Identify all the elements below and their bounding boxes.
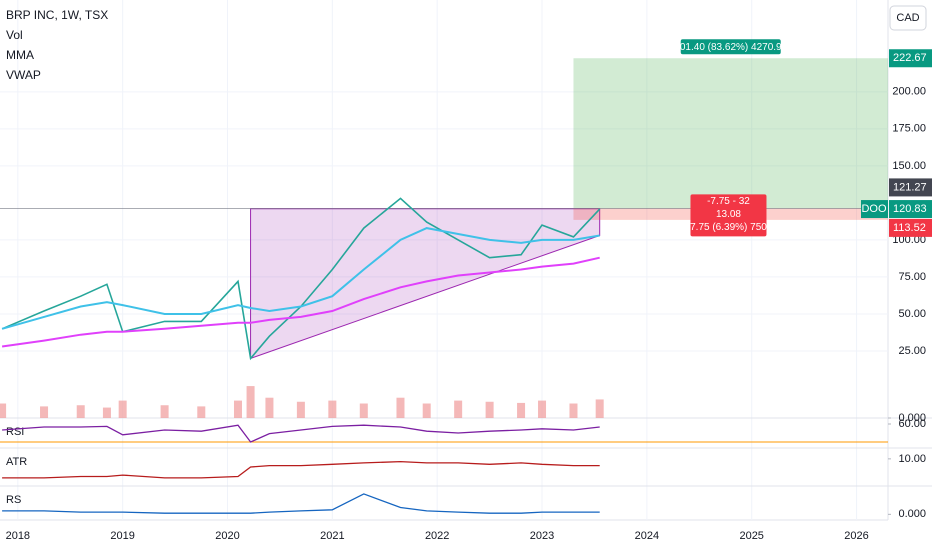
volume-bar <box>265 397 274 418</box>
symbol: DOO <box>861 203 887 215</box>
volume-bar <box>160 405 169 418</box>
y-tick-label: 0.000 <box>898 412 926 424</box>
x-tick-label: 2025 <box>739 530 763 542</box>
x-tick-label: 2023 <box>530 530 554 542</box>
volume-bar <box>102 407 111 418</box>
y-tick-label: 25.00 <box>898 345 926 357</box>
x-tick-label: 2021 <box>320 530 344 542</box>
y-tick-label: 150.00 <box>892 160 926 172</box>
volume-bar <box>569 403 578 418</box>
triangle-pattern <box>250 208 601 360</box>
price-badge-label: 121.27 <box>893 181 927 193</box>
price-badge-label: 222.67 <box>893 52 927 64</box>
target-zone <box>573 58 888 209</box>
y-tick-label: 200.00 <box>892 86 926 98</box>
volume-bar <box>0 403 7 418</box>
line <box>2 424 600 443</box>
volume-bar <box>76 405 85 418</box>
volume-bar <box>538 400 547 418</box>
y-tick-label: 0.000 <box>898 508 926 520</box>
y-tick-label: 75.00 <box>898 271 926 283</box>
indicator: VWAP <box>6 68 41 82</box>
price-badge-label: 113.52 <box>893 222 926 234</box>
target-badge <box>680 39 781 55</box>
price-badge <box>889 178 932 197</box>
volume-bar <box>197 406 206 418</box>
volume-bar <box>233 400 242 418</box>
pane-title: ATR <box>6 456 27 468</box>
price-badge-label: 120.83 <box>893 203 927 215</box>
volume-bar <box>246 386 255 418</box>
volume-bar <box>328 400 337 418</box>
volume-bar <box>118 400 127 418</box>
line <box>1 256 600 348</box>
volume-bar <box>485 401 494 418</box>
y-tick-label: 60.00 <box>898 418 926 430</box>
line <box>2 493 600 514</box>
indicator: Vol <box>6 28 23 42</box>
price-scale <box>888 0 932 550</box>
indicator: MMA <box>6 48 34 62</box>
pane-title: RSI <box>6 426 24 438</box>
x-tick-label: 2019 <box>110 530 134 542</box>
price-badge <box>889 218 932 237</box>
pane-title: RS <box>6 494 21 506</box>
y-tick-label: 10.00 <box>898 453 926 465</box>
currency-button[interactable] <box>889 5 927 31</box>
line <box>2 460 600 479</box>
volume-bar <box>517 402 526 418</box>
chart-title: BRP INC, 1W, TSX <box>6 8 108 22</box>
x-tick-label: 2026 <box>844 530 868 542</box>
x-tick-label: 2024 <box>635 530 659 542</box>
stop-badge <box>690 194 767 237</box>
x-tick-label: 2018 <box>6 530 30 542</box>
volume-bar <box>40 406 49 418</box>
x-tick-label: 2020 <box>215 530 239 542</box>
stop-label: -7.75 - 32 <box>707 196 750 207</box>
volume-bar <box>396 397 405 418</box>
price-badge <box>889 200 932 219</box>
currency[interactable]: CAD <box>896 12 919 24</box>
line <box>1 227 600 330</box>
stop-label: 7.75 (6.39%) 750 <box>690 222 767 233</box>
y-tick-label: 50.00 <box>898 308 926 320</box>
price-badge <box>889 49 932 68</box>
symbol-badge <box>861 200 888 219</box>
stop-label: 13.08 <box>716 209 741 220</box>
volume-bar <box>454 400 463 418</box>
target-label: 101.40 (83.62%) 4270.97 <box>674 42 787 53</box>
volume-bar <box>422 403 431 418</box>
volume-bar <box>296 401 305 418</box>
volume-bar <box>359 403 368 418</box>
x-tick-label: 2022 <box>425 530 449 542</box>
y-tick-label: 175.00 <box>892 123 926 135</box>
volume-bar <box>595 399 604 418</box>
